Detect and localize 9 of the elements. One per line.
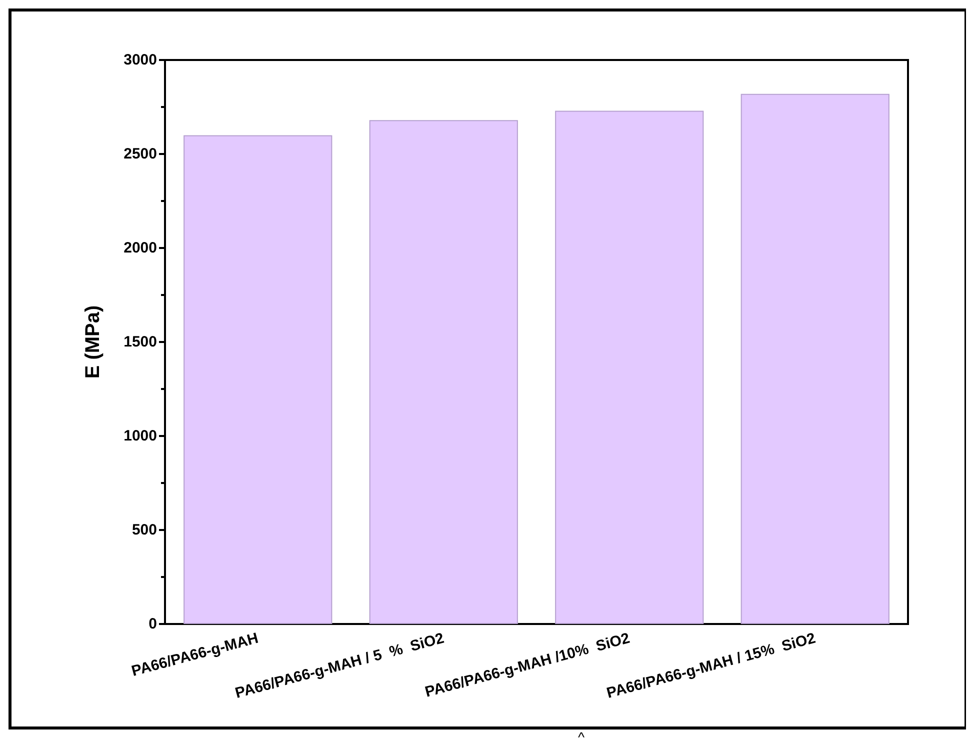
y-tick-label: 0 [148, 616, 157, 632]
y-tick-label: 2000 [124, 240, 157, 256]
y-tick-label: 2500 [124, 146, 157, 162]
text: ^ [578, 729, 585, 742]
y-tick-label: 1500 [124, 334, 157, 350]
y-tick-label: 3000 [124, 52, 157, 68]
y-tick-label: 500 [132, 522, 157, 538]
y-tick-label: 1000 [124, 428, 157, 444]
y-axis-title: E (MPa) [82, 305, 104, 379]
